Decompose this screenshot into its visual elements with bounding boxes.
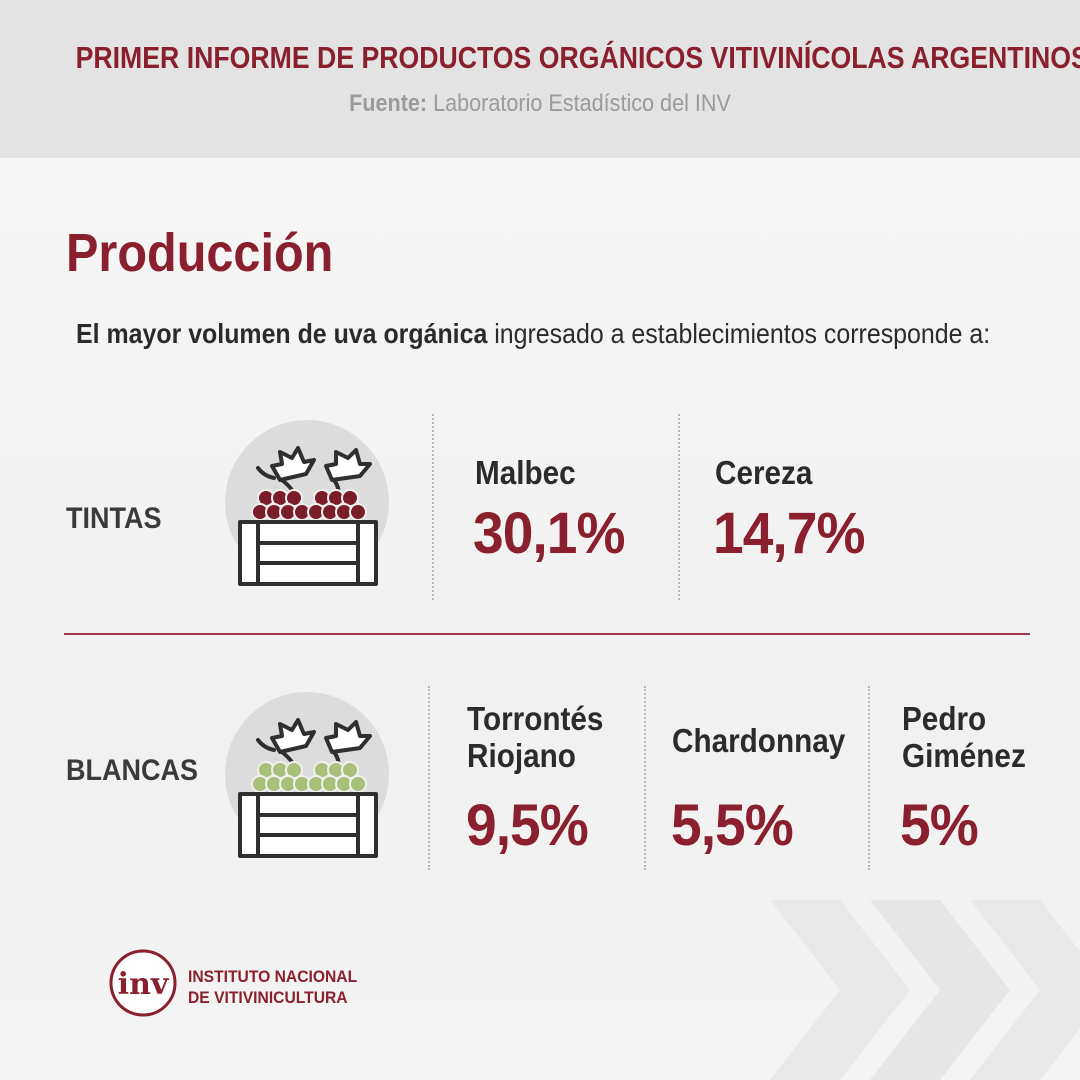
intro-rest: ingresado a establecimientos corresponde… xyxy=(487,318,991,349)
header-band: PRIMER INFORME DE PRODUCTOS ORGÁNICOS VI… xyxy=(0,0,1080,158)
variety-name: Pedro Giménez xyxy=(902,700,1026,774)
inv-logo-icon: inv xyxy=(109,949,177,1017)
section-divider xyxy=(64,633,1030,635)
variety-percentage: 5% xyxy=(900,793,979,858)
source-text: Laboratorio Estadístico del INV xyxy=(433,90,731,117)
variety-percentage: 9,5% xyxy=(466,793,589,858)
section-title: Producción xyxy=(66,223,334,283)
variety-name: Malbec xyxy=(475,454,576,491)
intro-text: El mayor volumen de uva orgánica ingresa… xyxy=(76,318,990,350)
variety-percentage: 30,1% xyxy=(473,501,625,566)
divider-vertical xyxy=(678,414,680,600)
variety-name: Torrontés Riojano xyxy=(467,700,604,774)
variety-percentage: 14,7% xyxy=(713,501,865,566)
red-grapes-crate-icon xyxy=(225,420,389,586)
divider-vertical xyxy=(428,686,430,870)
source-label: Fuente: xyxy=(349,90,428,117)
variety-percentage: 5,5% xyxy=(671,793,794,858)
logo-line-1: INSTITUTO NACIONAL xyxy=(188,967,358,986)
logo-line-2: DE VITIVINICULTURA xyxy=(188,988,348,1007)
logo-text: INSTITUTO NACIONAL DE VITIVINICULTURA xyxy=(188,966,357,1008)
intro-bold: El mayor volumen de uva orgánica xyxy=(76,318,488,349)
chevron-decoration-icon xyxy=(770,900,1080,1080)
variety-name: Cereza xyxy=(715,454,813,491)
white-grapes-crate-icon xyxy=(225,692,389,858)
report-title: PRIMER INFORME DE PRODUCTOS ORGÁNICOS VI… xyxy=(75,40,1080,75)
logo-mark: inv xyxy=(118,967,170,1002)
category-blancas-label: BLANCAS xyxy=(66,754,199,787)
variety-name: Chardonnay xyxy=(672,722,846,759)
divider-vertical xyxy=(432,414,434,600)
divider-vertical xyxy=(868,686,870,870)
divider-vertical xyxy=(644,686,646,870)
category-tintas-label: TINTAS xyxy=(66,502,162,535)
source-line: Fuente: Laboratorio Estadístico del INV xyxy=(54,90,1026,118)
